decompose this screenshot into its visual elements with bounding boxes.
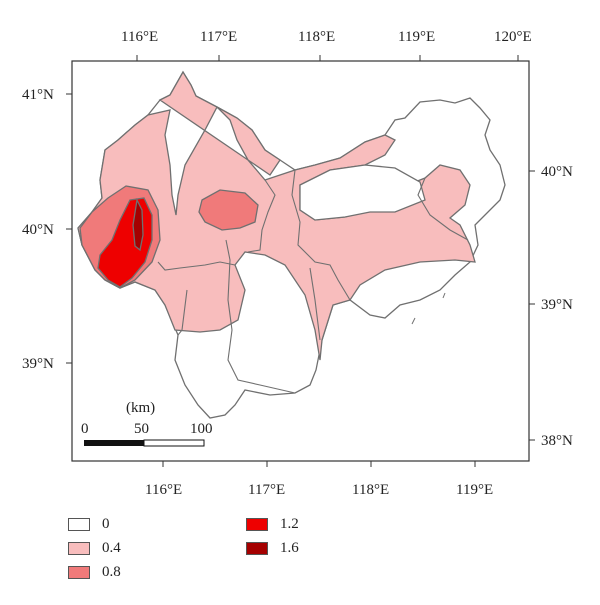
scale-bar-black [84, 440, 144, 446]
legend-label: 1.6 [280, 539, 299, 556]
scale-label-50: 50 [134, 421, 149, 437]
top-longitude-axis: 116°E 117°E 118°E 119°E 120°E [121, 29, 532, 61]
islands [411, 292, 446, 325]
legend-item-1-2: 1.2 [246, 514, 299, 534]
scale-label-100: 100 [190, 421, 213, 437]
right-lat-label: 38°N [541, 433, 573, 449]
bottom-lon-label: 119°E [456, 482, 493, 498]
zone-0-4 [77, 70, 476, 361]
bottom-longitude-axis: 116°E 117°E 118°E 119°E [145, 461, 493, 498]
top-lon-label: 117°E [200, 29, 237, 45]
scale-bar: (km) 0 50 100 [81, 400, 213, 447]
legend-label: 0.4 [102, 539, 121, 556]
scale-bar-white [143, 439, 205, 447]
zone-0-8-central [198, 189, 259, 231]
top-lon-label: 116°E [121, 29, 158, 45]
legend-item-1-6: 1.6 [246, 538, 299, 558]
legend: 0 0.4 0.8 1.2 1.6 [68, 514, 368, 594]
legend-item-0: 0 [68, 514, 110, 534]
zone-1-6 [132, 197, 144, 252]
legend-label: 1.2 [280, 515, 299, 532]
right-lat-label: 40°N [541, 164, 573, 180]
bottom-lon-label: 117°E [248, 482, 285, 498]
left-lat-label: 41°N [22, 87, 54, 103]
bottom-lon-label: 118°E [352, 482, 389, 498]
right-latitude-axis: 40°N 39°N 38°N [529, 164, 573, 449]
bottom-lon-label: 116°E [145, 482, 182, 498]
right-lat-label: 39°N [541, 297, 573, 313]
legend-swatch [246, 517, 268, 531]
top-lon-label: 118°E [298, 29, 335, 45]
map-frame [71, 60, 530, 462]
legend-label: 0 [102, 515, 110, 532]
legend-label: 0.8 [102, 563, 121, 580]
top-lon-label: 119°E [398, 29, 435, 45]
district-boundaries [157, 169, 469, 394]
legend-swatch [68, 541, 90, 555]
scale-label-0: 0 [81, 421, 89, 437]
legend-item-0-8: 0.8 [68, 562, 121, 582]
legend-swatch [68, 517, 90, 531]
top-lon-label: 120°E [494, 29, 532, 45]
scale-unit: (km) [126, 400, 155, 416]
left-lat-label: 39°N [22, 356, 54, 372]
left-latitude-axis: 41°N 40°N 39°N [22, 87, 72, 372]
legend-swatch [246, 541, 268, 555]
zone-0-gap [299, 164, 426, 221]
legend-item-0-4: 0.4 [68, 538, 121, 558]
legend-swatch [68, 565, 90, 579]
left-lat-label: 40°N [22, 222, 54, 238]
